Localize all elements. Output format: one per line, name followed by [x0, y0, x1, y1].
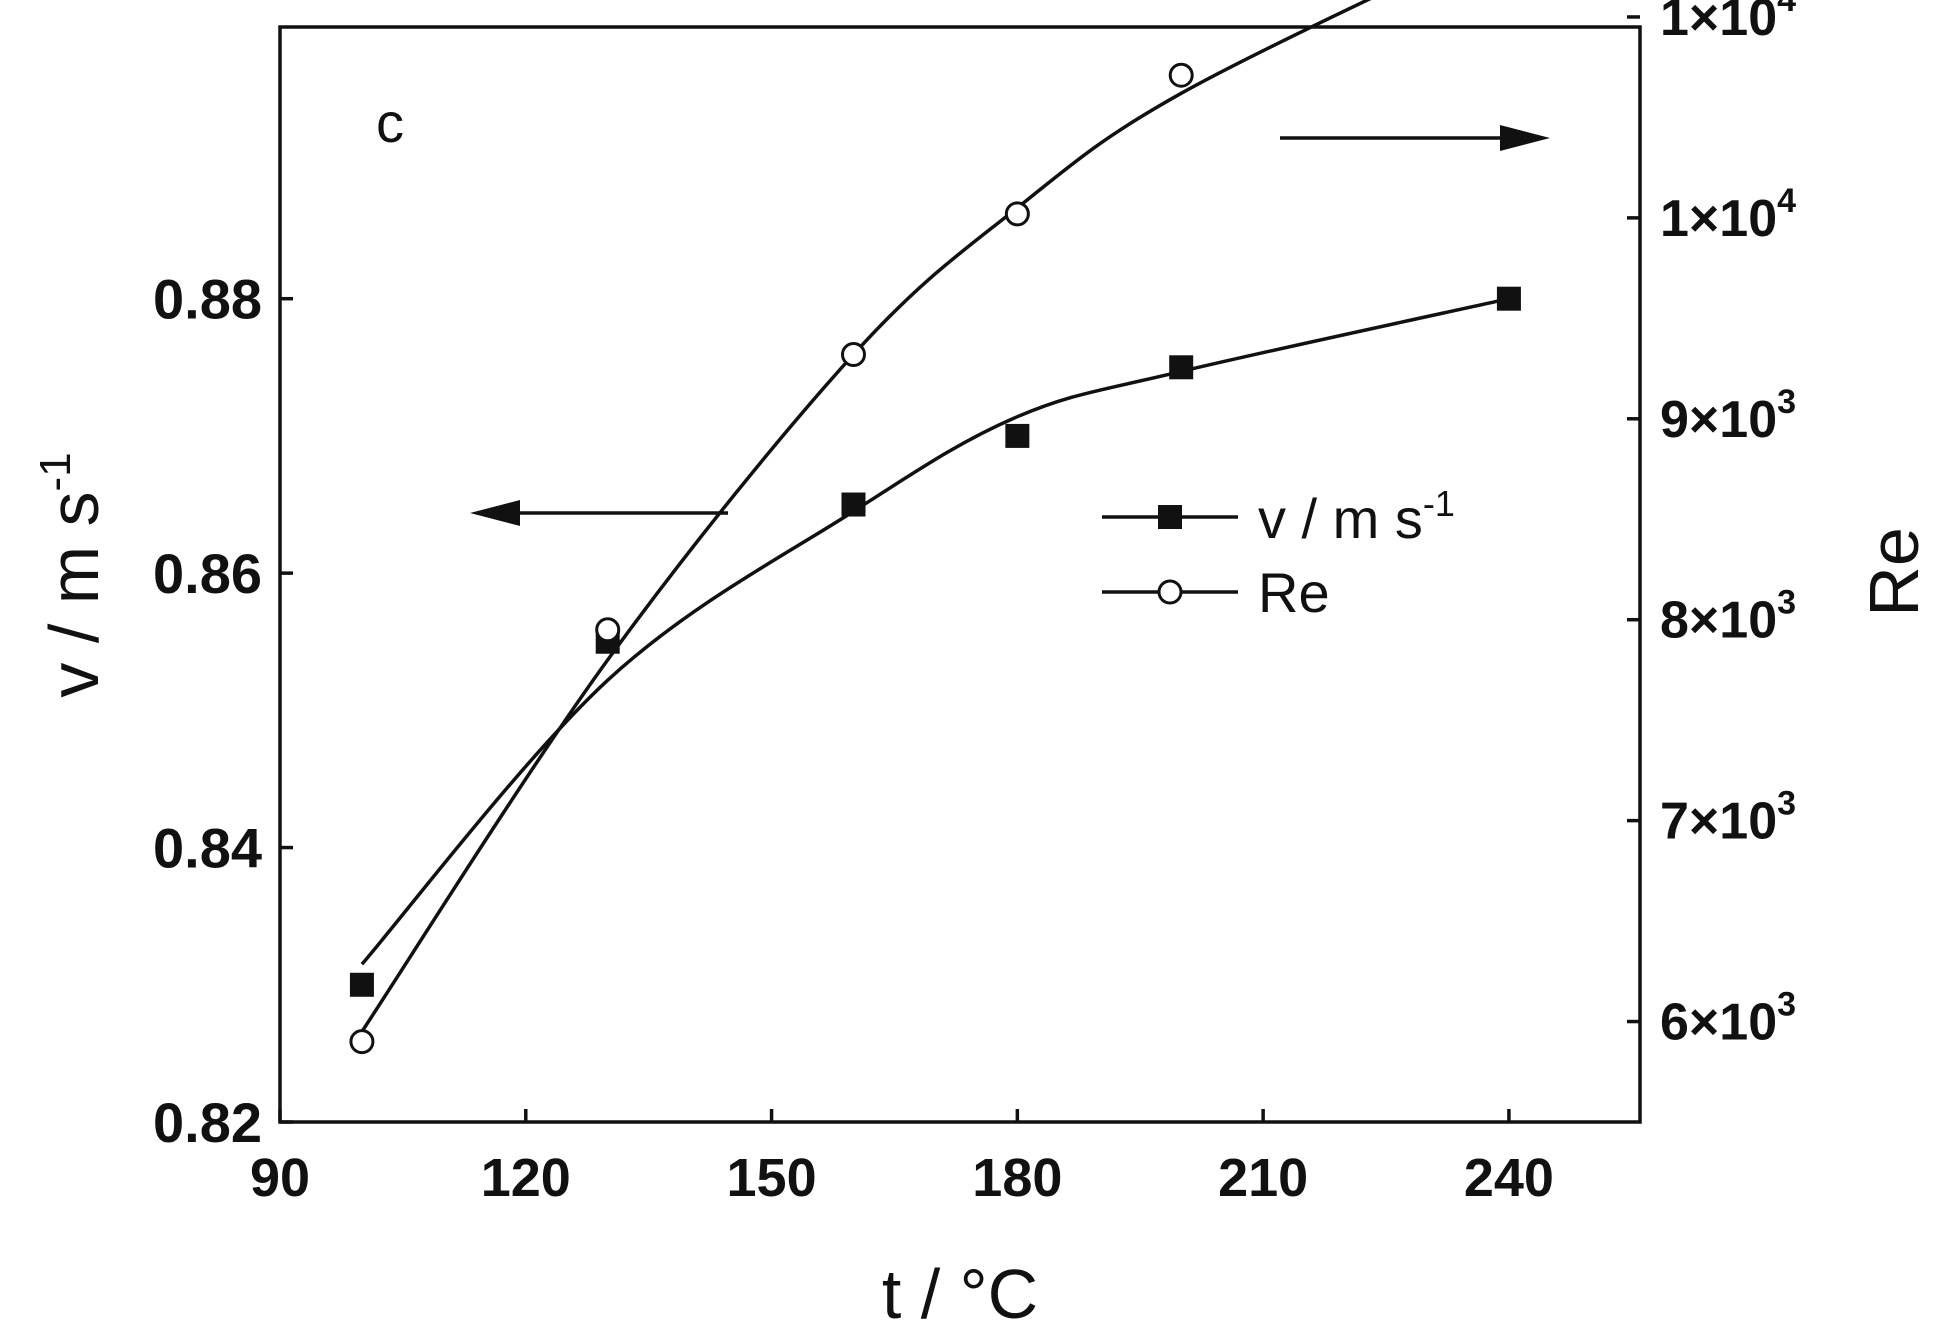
point-velocity-3 [1005, 423, 1030, 448]
y2-tick-label-5: 1×104 [1660, 0, 1796, 47]
y-tick-label-2: 0.86 [153, 542, 262, 605]
y2-tick-label-2: 8×103 [1660, 584, 1796, 650]
series-line-velocity [360, 296, 1510, 966]
y-axis-title: v / m s-1 [31, 452, 113, 697]
point-velocity-2 [841, 492, 866, 517]
y2-tick-label-3: 9×103 [1660, 383, 1796, 449]
x-tick-label-4: 210 [1218, 1148, 1308, 1208]
arrow-left-head [470, 500, 520, 526]
point-re-0 [349, 1029, 375, 1055]
point-re-3 [1004, 201, 1030, 227]
y-axis-title-base: v / m s [35, 492, 113, 698]
x-tick-label-2: 150 [727, 1148, 817, 1208]
x-tick-label-1: 120 [481, 1148, 571, 1208]
axis-arrows [470, 125, 1550, 526]
y-tick-label-3: 0.88 [153, 268, 262, 331]
y-tick-label-1: 0.84 [153, 817, 262, 880]
legend-label-velocity-base: v / m s [1258, 487, 1423, 550]
x-tick-label-3: 180 [972, 1148, 1062, 1208]
series-line-re [360, 0, 1372, 1033]
point-re-4 [1168, 62, 1194, 88]
y-axis-title-exp: -1 [31, 452, 80, 491]
x-tick-label-5: 240 [1464, 1148, 1554, 1208]
x-tick-label-0: 90 [250, 1148, 310, 1208]
plot-frame [278, 25, 1642, 1124]
legend-marker-filled-square [1158, 505, 1182, 529]
point-re-1 [595, 617, 621, 643]
point-velocity-0 [349, 972, 374, 997]
y2-axis-ticks: 6×103 7×103 8×103 9×103 1×104 1×104 [1627, 0, 1796, 1052]
legend-label-velocity-exp: -1 [1423, 483, 1455, 524]
panel-label: c [376, 91, 404, 154]
series-lines [360, 0, 1510, 1033]
legend-marker-open-circle [1157, 579, 1183, 605]
x-axis-title: t / °C [882, 1255, 1038, 1333]
y2-tick-label-0: 6×103 [1660, 986, 1796, 1052]
y-axis-ticks: 0.82 0.84 0.86 0.88 [153, 268, 293, 1154]
y2-axis-title: Re [1855, 527, 1933, 616]
series-markers [349, 62, 1521, 1055]
point-re-2 [840, 341, 866, 367]
point-velocity-5 [1496, 286, 1521, 311]
legend-label-re: Re [1258, 561, 1330, 624]
y2-tick-label-1: 7×103 [1660, 785, 1796, 851]
legend: v / m s-1 Re [1102, 483, 1455, 624]
arrow-right-head [1500, 125, 1550, 151]
point-velocity-4 [1169, 355, 1194, 380]
x-axis-ticks: 90 120 150 180 210 240 [250, 1109, 1554, 1208]
legend-label-velocity: v / m s-1 [1258, 483, 1455, 550]
y-tick-label-0: 0.82 [153, 1091, 262, 1154]
y2-tick-label-4: 1×104 [1660, 182, 1796, 248]
